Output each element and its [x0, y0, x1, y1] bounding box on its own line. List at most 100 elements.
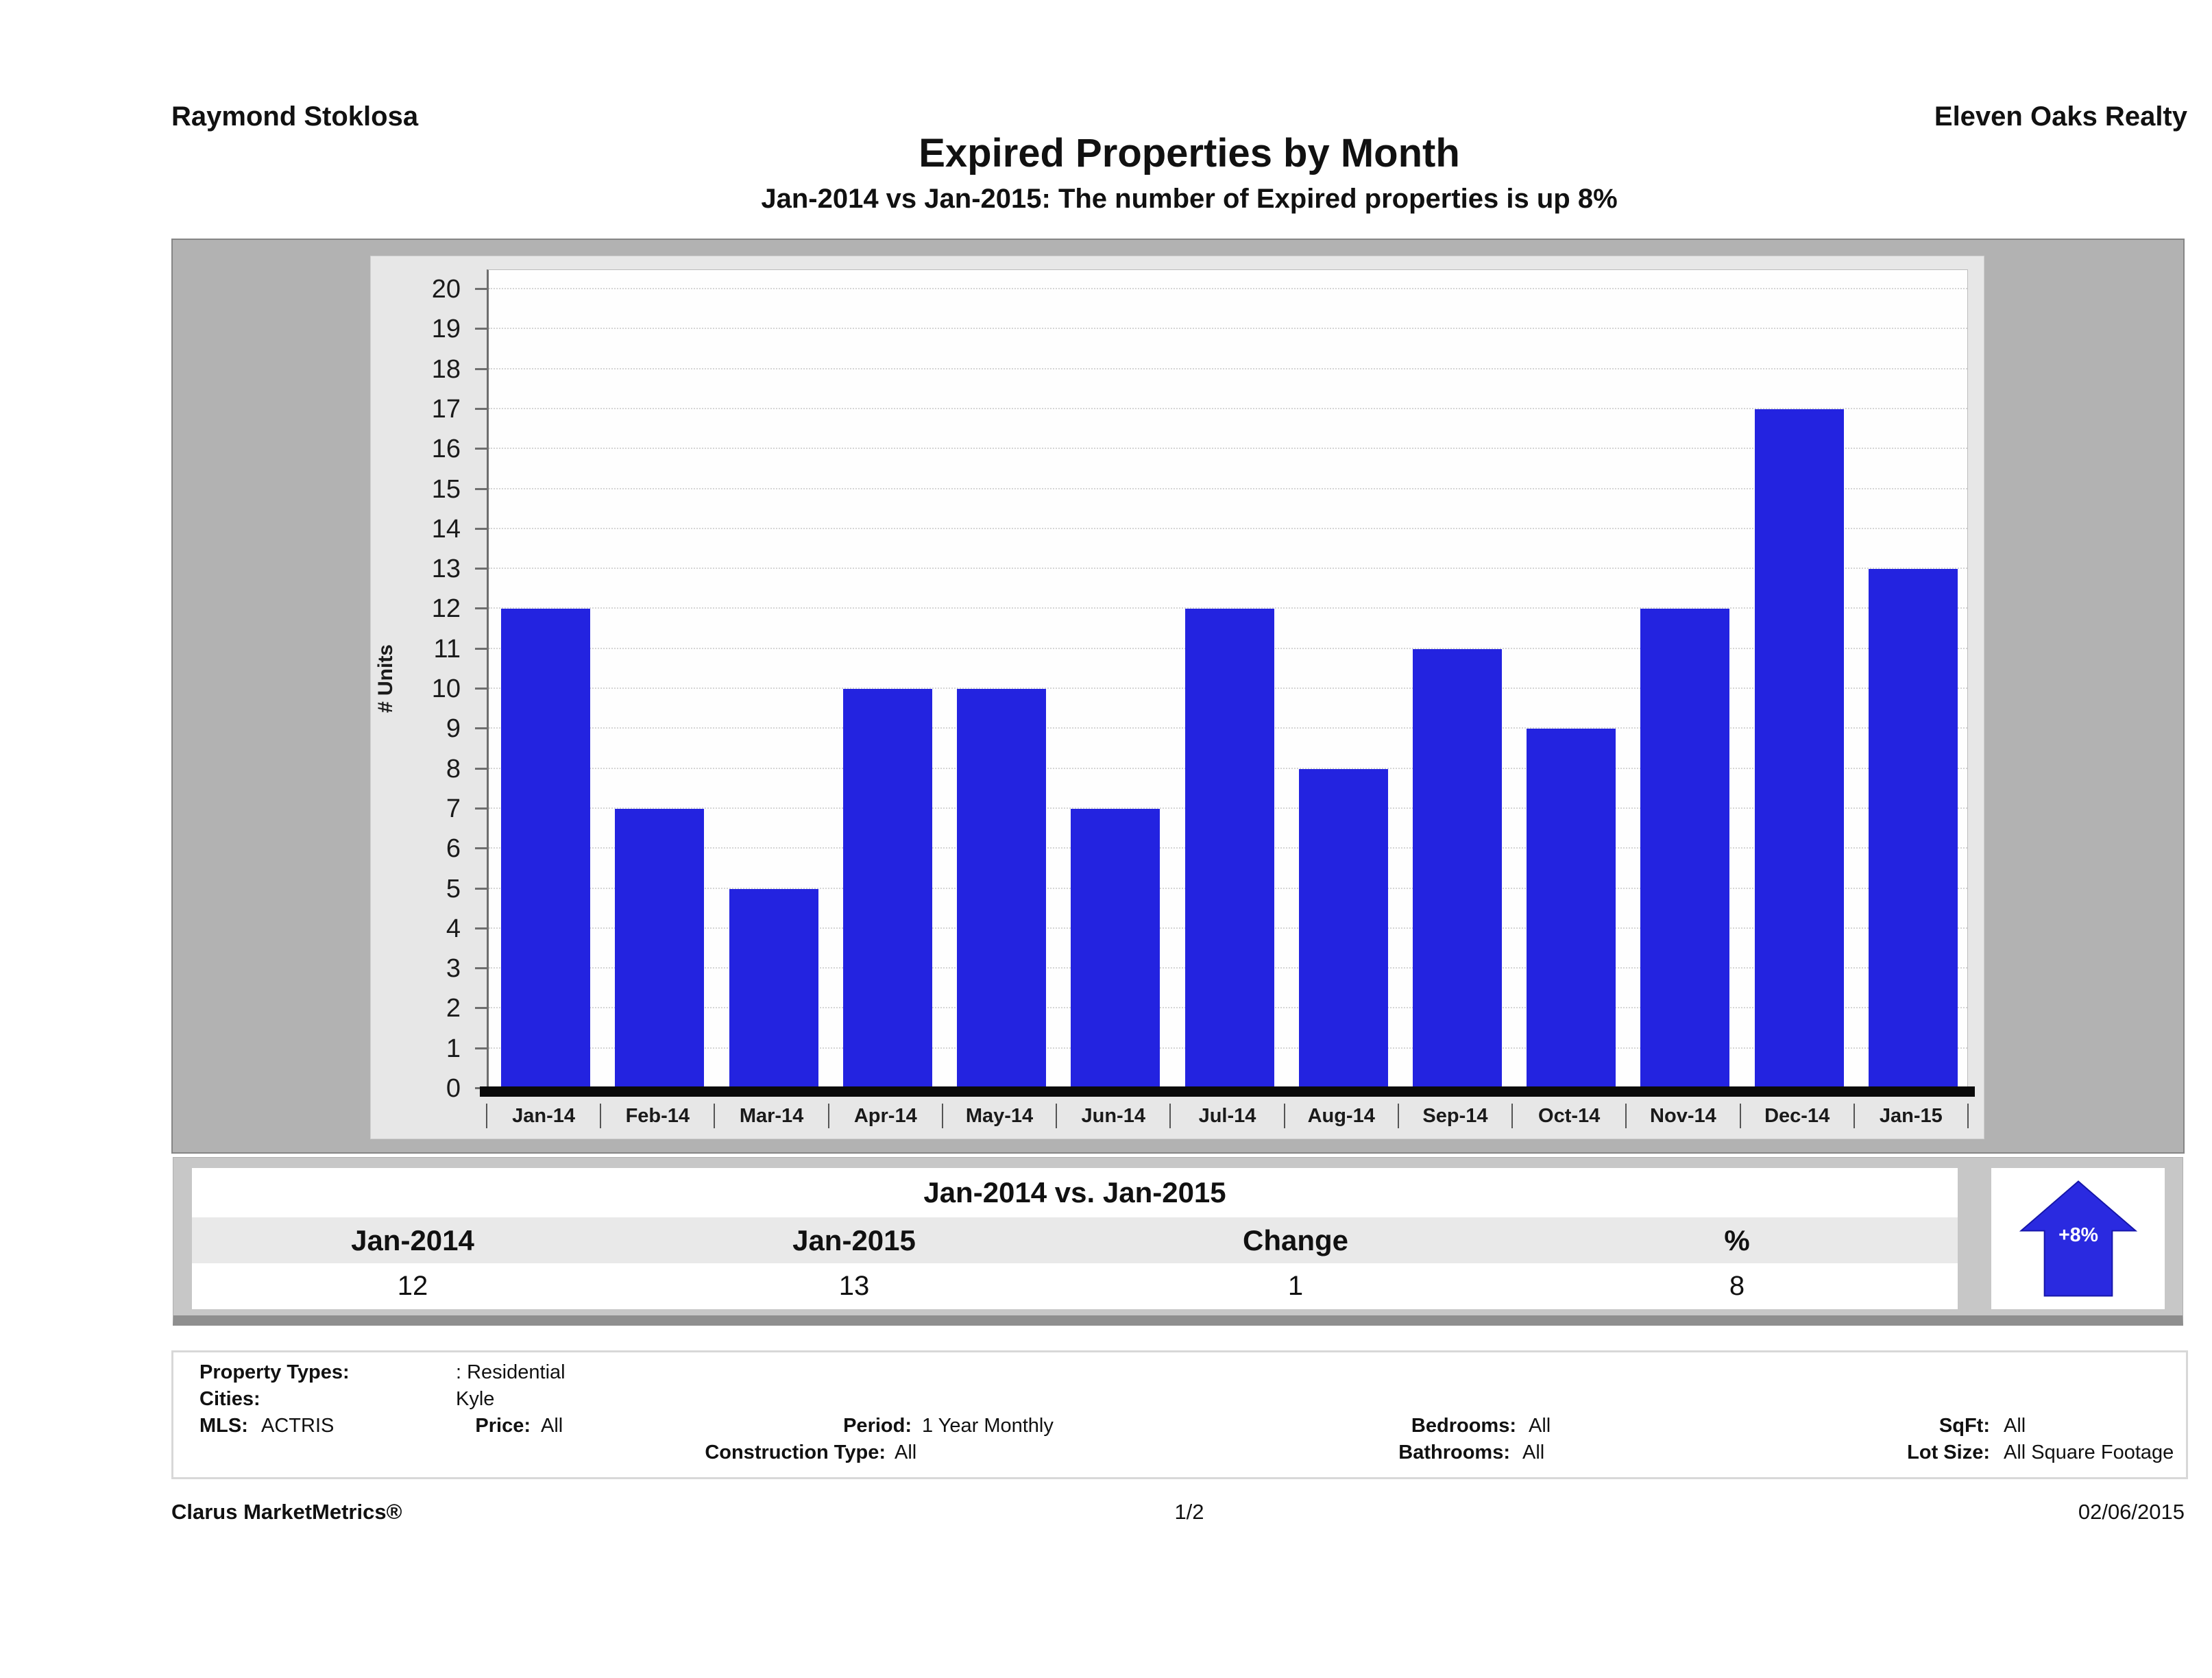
y-tick-label: 17 [431, 394, 461, 424]
title-block: Expired Properties by Month Jan-2014 vs … [165, 132, 2212, 217]
x-tick-separator [1511, 1104, 1514, 1128]
property-types-label: Property Types: [199, 1361, 350, 1383]
x-tick-label: Mar-14 [739, 1105, 804, 1127]
property-types-value: : Residential [456, 1361, 566, 1383]
bar-jul-14 [1184, 609, 1274, 1089]
summary-value-row: 12 13 1 8 [192, 1263, 1958, 1309]
y-tick-mark [475, 887, 487, 890]
construction-type-value: All [895, 1442, 917, 1463]
bar-apr-14 [842, 689, 932, 1089]
gridline [489, 607, 1967, 609]
mls-label: MLS: [199, 1415, 248, 1437]
y-tick-mark [475, 1047, 487, 1049]
bar-dec-14 [1754, 409, 1844, 1089]
x-tick-separator [1853, 1104, 1855, 1128]
summary-value: 12 [397, 1271, 428, 1301]
bedrooms-label: Bedrooms: [1411, 1415, 1516, 1437]
lot-size-label: Lot Size: [1907, 1442, 1990, 1463]
bar-jan-14 [501, 609, 591, 1089]
y-tick-mark [475, 927, 487, 929]
y-tick-mark [475, 607, 487, 610]
summary-col-header: Change [1242, 1224, 1348, 1256]
summary-value: 8 [1729, 1271, 1745, 1301]
x-tick-separator [1967, 1104, 1969, 1128]
y-tick-label: 3 [446, 954, 461, 984]
x-tick-separator [714, 1104, 716, 1128]
footer-brand: Clarus MarketMetrics® [171, 1500, 402, 1524]
y-tick-mark [475, 367, 487, 370]
x-axis: Jan-14 Feb-14 Mar-14 Apr-14 May-14 Jun-14 Jul-… [486, 1101, 1969, 1135]
y-tick-label: 16 [431, 435, 461, 464]
x-tick-label: Dec-14 [1764, 1105, 1830, 1127]
cities-label: Cities: [199, 1388, 260, 1410]
lot-size-value: All Square Footage [2004, 1442, 2174, 1463]
filter-row-secondary: Construction Type: All Bathrooms: All Lo… [173, 1439, 2186, 1466]
x-tick-label: Sep-14 [1422, 1105, 1488, 1127]
y-tick-label: 8 [446, 754, 461, 783]
summary-table: Jan-2014 vs. Jan-2015 Jan-2014 Jan-2015 … [192, 1168, 1958, 1309]
bar-aug-14 [1298, 768, 1388, 1089]
y-tick-mark [475, 568, 487, 570]
gridline [489, 407, 1967, 409]
price-label: Price: [475, 1415, 531, 1437]
filter-row-mls: MLS: ACTRIS Price: All Period: 1 Year Mo… [173, 1413, 2186, 1439]
x-tick-separator [600, 1104, 602, 1128]
trend-badge: +8% [1991, 1168, 2165, 1309]
cities-value: Kyle [456, 1388, 495, 1410]
bar-jan-15 [1868, 569, 1958, 1089]
y-tick-label: 13 [431, 555, 461, 584]
gridline [489, 527, 1967, 529]
x-tick-label: Jan-15 [1879, 1105, 1943, 1127]
x-tick-separator [827, 1104, 829, 1128]
filters-box: Property Types: : Residential Cities: Ky… [171, 1350, 2188, 1479]
page-title: Expired Properties by Month [919, 131, 1460, 175]
y-tick-mark [475, 847, 487, 850]
bar-oct-14 [1527, 729, 1616, 1089]
y-tick-mark [475, 967, 487, 970]
mls-value: ACTRIS [261, 1415, 335, 1437]
page-subtitle: Jan-2014 vs Jan-2015: The number of Expi… [761, 184, 1618, 214]
bar-mar-14 [729, 888, 818, 1089]
sqft-value: All [2004, 1415, 2026, 1437]
bathrooms-value: All [1522, 1442, 1545, 1463]
x-tick-separator [941, 1104, 943, 1128]
gridline [489, 288, 1967, 289]
y-tick-mark [475, 448, 487, 450]
y-tick-label: 5 [446, 874, 461, 903]
y-tick-label: 6 [446, 834, 461, 864]
period-value: 1 Year Monthly [922, 1415, 1054, 1437]
y-tick-mark [475, 688, 487, 690]
y-tick-label: 1 [446, 1034, 461, 1063]
y-tick-label: 14 [431, 514, 461, 544]
x-tick-label: Jul-14 [1198, 1105, 1256, 1127]
x-tick-separator [1397, 1104, 1399, 1128]
bar-may-14 [957, 689, 1047, 1089]
x-tick-label: Oct-14 [1538, 1105, 1601, 1127]
sqft-label: SqFt: [1938, 1415, 1990, 1437]
x-tick-separator [1056, 1104, 1058, 1128]
gridline [489, 367, 1967, 369]
bar-feb-14 [615, 808, 705, 1089]
price-value: All [541, 1415, 563, 1437]
summary-title: Jan-2014 vs. Jan-2015 [192, 1168, 1958, 1217]
y-tick-label: 2 [446, 994, 461, 1023]
bar-sep-14 [1412, 648, 1502, 1089]
x-tick-separator [1283, 1104, 1285, 1128]
y-tick-label: 10 [431, 674, 461, 703]
construction-type-label: Construction Type: [705, 1442, 886, 1463]
x-tick-separator [1625, 1104, 1627, 1128]
y-tick-mark [475, 727, 487, 730]
plot-area [475, 269, 1968, 1089]
y-axis: 0 1 2 3 4 5 6 7 8 9 10 11 12 13 14 15 16 17 18 19 20 [370, 269, 481, 1103]
x-tick-label: Jan-14 [512, 1105, 576, 1127]
agent-name: Raymond Stoklosa [171, 101, 419, 132]
filter-row-cities: Cities: Kyle [173, 1386, 2186, 1412]
x-tick-separator [1739, 1104, 1741, 1128]
summary-col-header: Jan-2014 [351, 1224, 474, 1256]
x-tick-label: Aug-14 [1307, 1105, 1375, 1127]
y-tick-mark [475, 407, 487, 410]
y-tick-mark [475, 647, 487, 650]
y-tick-mark [475, 328, 487, 330]
brokerage-name: Eleven Oaks Realty [1934, 101, 2187, 132]
